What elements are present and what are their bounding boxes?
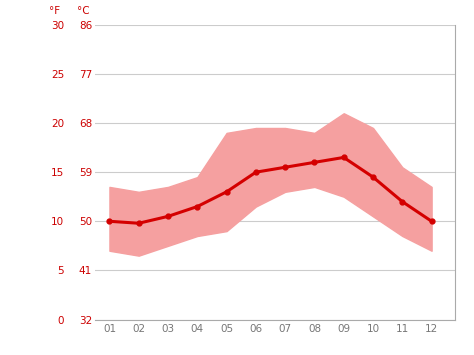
Text: °C: °C: [77, 6, 89, 16]
Text: °F: °F: [49, 6, 60, 16]
